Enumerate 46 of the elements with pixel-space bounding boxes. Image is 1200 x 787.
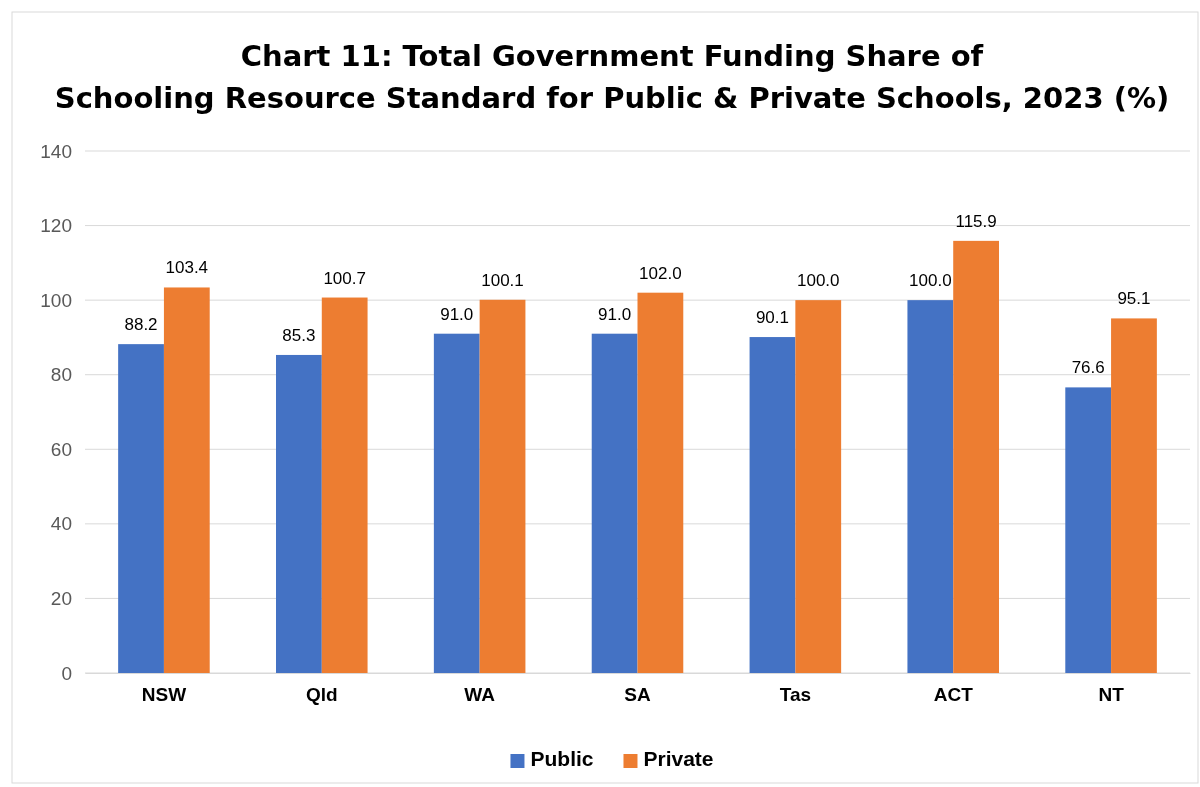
x-tick-label: Tas [779,683,812,705]
data-label: 91.0 [440,304,474,324]
bar [321,297,368,673]
bar [907,300,954,673]
bar [591,333,638,673]
data-label: 100.7 [323,268,366,288]
data-label: 88.2 [124,315,158,335]
legend-label: Private [643,747,714,770]
y-tick-label: 40 [50,513,72,535]
y-tick-label: 80 [50,364,72,386]
y-tick-label: 20 [50,588,72,610]
bar [637,292,684,673]
bar [118,344,164,673]
bar [479,299,526,673]
data-label: 91.0 [598,304,632,324]
bar [163,287,210,673]
y-tick-label: 100 [40,289,72,311]
x-tick-label: ACT [933,683,974,705]
data-label: 90.1 [755,308,790,328]
x-tick-label: NSW [141,683,187,705]
bar [433,333,480,673]
data-label: 85.3 [282,325,316,345]
x-tick-label: NT [1098,683,1125,705]
y-tick-label: 140 [40,140,72,162]
data-label: 102.0 [639,263,682,283]
data-label: 115.9 [955,211,997,231]
bar [276,354,322,673]
bar [749,337,796,673]
data-label: 100.0 [796,271,840,291]
data-label: 100.1 [481,270,524,290]
data-label: 95.1 [1117,289,1151,309]
data-label: 76.6 [1071,358,1105,378]
x-tick-label: WA [464,683,496,705]
chart-title: Chart 11: Total Government Funding Share of Schooling Resource Standard for Public & Private Schools, 2023 (%) [54,39,1170,115]
data-label: 100.0 [909,271,952,291]
x-tick-label: Qld [305,683,338,705]
x-tick-label: SA [624,683,651,705]
y-tick-label: 60 [50,438,72,460]
bar [795,300,842,673]
legend-label: Public [530,747,594,770]
bar [953,240,999,673]
bar [1065,387,1112,673]
bar [1111,318,1157,673]
data-label: 103.4 [165,258,209,278]
y-tick-label: 120 [40,215,72,237]
y-tick-label: 0 [61,662,72,684]
